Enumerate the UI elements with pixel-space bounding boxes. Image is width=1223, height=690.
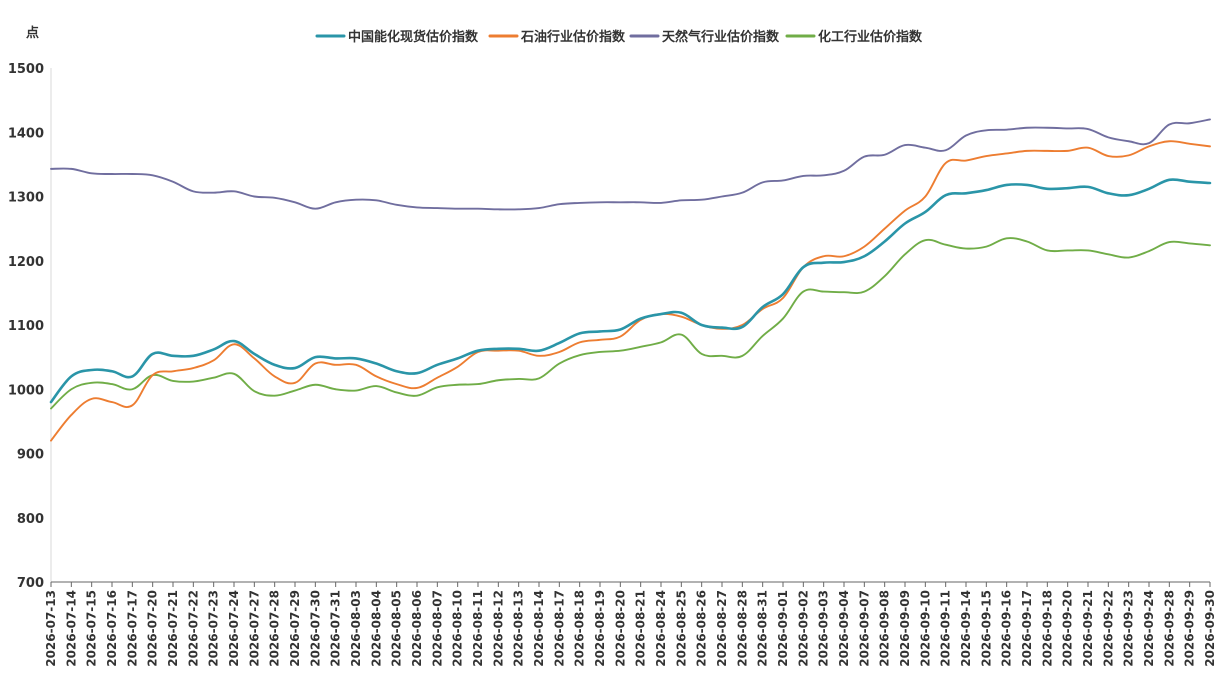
x-tick-label: 2026-08-24 [654, 590, 668, 667]
x-tick-label: 2026-08-31 [756, 590, 770, 667]
x-tick-label: 2026-09-20 [1061, 590, 1075, 667]
x-tick-label: 2026-09-01 [776, 590, 790, 667]
x-tick-label: 2026-08-10 [451, 590, 465, 667]
y-tick-label: 700 [17, 576, 44, 591]
x-tick-label: 2026-09-22 [1101, 590, 1115, 667]
x-tick-label: 2026-09-29 [1183, 590, 1197, 667]
legend-label: 中国能化现货估价指数 [348, 29, 479, 45]
series-group [49, 118, 1212, 442]
x-tick-label: 2026-07-16 [105, 590, 119, 667]
x-tick-label: 2026-08-25 [674, 590, 688, 667]
y-tick-label: 1200 [8, 255, 44, 270]
x-tick-label: 2026-08-14 [532, 590, 546, 667]
series-line-2 [50, 118, 1211, 211]
x-tick-label: 2026-07-27 [247, 590, 261, 667]
x-tick-label: 2026-08-19 [593, 590, 607, 667]
x-tick-label: 2026-09-04 [837, 590, 851, 667]
y-tick-label: 1300 [8, 191, 44, 206]
y-tick-label: 1500 [8, 62, 44, 77]
series-line-0 [49, 178, 1212, 404]
x-tick-label: 2026-08-27 [715, 590, 729, 667]
x-tick-label: 2026-09-08 [878, 590, 892, 667]
x-tick-label: 2026-09-16 [1000, 590, 1014, 667]
y-tick-label: 1400 [8, 126, 44, 141]
x-tick-label: 2026-08-26 [695, 590, 709, 667]
y-tick-label: 900 [17, 448, 44, 463]
x-tick-label: 2026-09-14 [959, 590, 973, 667]
x-tick-label: 2026-08-04 [369, 590, 383, 667]
y-axis-ticks: 700 800 900 1000 1100 1200 1300 1400 1500 [8, 62, 44, 591]
legend: 中国能化现货估价指数 石油行业估价指数 天然气行业估价指数 化工行业估价指数 [315, 29, 923, 45]
x-tick-label: 2026-07-17 [125, 590, 139, 667]
x-tick-label: 2026-09-03 [817, 590, 831, 667]
x-tick-label: 2026-09-15 [979, 590, 993, 667]
x-tick-label: 2026-08-12 [491, 590, 505, 667]
x-tick-label: 2026-09-10 [918, 590, 932, 667]
x-tick-label: 2026-09-11 [939, 590, 953, 667]
x-tick-label: 2026-07-28 [268, 590, 282, 667]
x-tick-label: 2026-07-30 [308, 590, 322, 667]
x-axis-ticks: 2026-07-13 2026-07-14 2026-07-15 2026-07-16… [44, 582, 1217, 667]
x-tick-label: 2026-08-17 [552, 590, 566, 667]
x-tick-label: 2026-08-21 [634, 590, 648, 667]
x-tick-label: 2026-08-18 [573, 590, 587, 667]
x-tick-label: 2026-09-28 [1162, 590, 1176, 667]
x-tick-label: 2026-09-18 [1040, 590, 1054, 667]
x-tick-label: 2026-09-17 [1020, 590, 1034, 667]
x-tick-label: 2026-09-09 [898, 590, 912, 667]
legend-label: 天然气行业估价指数 [662, 29, 780, 45]
y-tick-label: 800 [17, 512, 44, 527]
y-axis-unit-label: 点 [26, 25, 39, 41]
legend-label: 石油行业估价指数 [520, 29, 626, 45]
x-tick-label: 2026-07-31 [329, 590, 343, 667]
series-line-3 [50, 237, 1211, 410]
x-tick-label: 2026-08-11 [471, 590, 485, 667]
x-tick-label: 2026-07-24 [227, 590, 241, 667]
x-tick-label: 2026-07-23 [207, 590, 221, 667]
legend-label: 化工行业估价指数 [818, 29, 923, 45]
x-tick-label: 2026-08-20 [613, 590, 627, 667]
x-tick-label: 2026-07-22 [186, 590, 200, 667]
x-tick-label: 2026-09-30 [1203, 590, 1217, 667]
x-tick-label: 2026-07-15 [85, 590, 99, 667]
x-tick-label: 2026-08-13 [512, 590, 526, 667]
x-tick-label: 2026-07-29 [288, 590, 302, 667]
x-tick-label: 2026-08-03 [349, 590, 363, 667]
series-line-1 [50, 140, 1211, 442]
x-tick-label: 2026-08-06 [410, 590, 424, 667]
x-tick-label: 2026-09-24 [1142, 590, 1156, 667]
x-tick-label: 2026-09-23 [1122, 590, 1136, 667]
x-tick-label: 2026-09-02 [796, 590, 810, 667]
x-tick-label: 2026-08-05 [390, 590, 404, 667]
x-tick-label: 2026-08-07 [430, 590, 444, 667]
x-tick-label: 2026-07-21 [166, 590, 180, 667]
x-tick-label: 2026-09-07 [857, 590, 871, 667]
x-tick-label: 2026-07-20 [146, 590, 160, 667]
y-tick-label: 1100 [8, 319, 44, 334]
x-tick-label: 2026-07-13 [44, 590, 58, 667]
x-tick-label: 2026-09-21 [1081, 590, 1095, 667]
x-tick-label: 2026-07-14 [64, 590, 78, 667]
x-tick-label: 2026-08-28 [735, 590, 749, 667]
y-tick-label: 1000 [8, 383, 44, 398]
